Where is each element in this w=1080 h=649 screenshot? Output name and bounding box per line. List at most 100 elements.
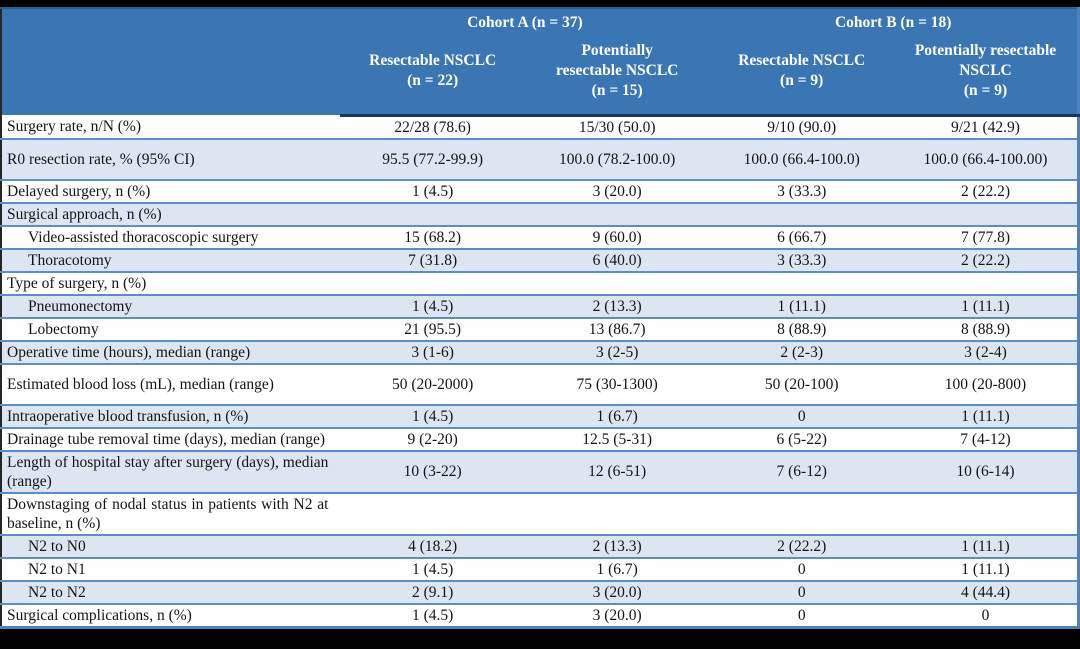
value-cell: 21 (95.5) [340, 317, 525, 342]
value-cell [524, 271, 710, 296]
value-cell [340, 271, 525, 296]
value-cell: 2 (2-3) [709, 340, 894, 365]
value-cell: 3 (20.0) [524, 580, 710, 605]
value-cell: 0 [709, 580, 894, 605]
value-cell: 1 (6.7) [524, 404, 710, 429]
column-header-potentially-resectable-a: Potentially resectable NSCLC (n = 15) [524, 35, 710, 117]
value-cell: 0 [709, 557, 894, 582]
row-label-cell: Drainage tube removal time (days), media… [1, 427, 341, 452]
value-cell [340, 492, 525, 536]
table-row: Video-assisted thoracoscopic surgery 15 (… [1, 225, 1079, 250]
value-cell: 1 (11.1) [893, 557, 1079, 582]
page-frame: Cohort A (n = 37) Cohort B (n = 18) Rese… [0, 6, 1080, 629]
value-cell: 7 (77.8) [893, 225, 1079, 250]
row-label-cell: Surgical approach, n (%) [1, 202, 341, 227]
value-cell: 2 (22.2) [893, 179, 1079, 204]
value-cell: 1 (4.5) [340, 404, 525, 429]
cohort-a-header: Cohort A (n = 37) [340, 6, 710, 36]
value-cell: 7 (4-12) [893, 427, 1079, 452]
value-cell [893, 492, 1079, 536]
value-cell: 9 (60.0) [524, 225, 710, 250]
value-cell: 3 (33.3) [709, 248, 894, 273]
column-header-resectable-b: Resectable NSCLC (n = 9) [709, 35, 894, 117]
value-cell: 3 (2-4) [893, 340, 1079, 365]
row-label-cell: Delayed surgery, n (%) [1, 179, 341, 204]
value-cell: 12 (6-51) [524, 450, 710, 494]
value-cell: 2 (13.3) [524, 294, 710, 319]
header-blank-cell [1, 6, 341, 116]
table-row: Estimated blood loss (mL), median (range… [1, 363, 1079, 406]
column-header-potentially-resectable-b: Potentially resectable NSCLC (n = 9) [893, 35, 1079, 117]
value-cell: 10 (3-22) [340, 450, 525, 494]
table-row: Surgical approach, n (%) [1, 202, 1079, 227]
row-label-cell: Length of hospital stay after surgery (d… [1, 450, 341, 494]
value-cell: 75 (30-1300) [524, 363, 710, 406]
value-cell: 3 (20.0) [524, 603, 710, 629]
value-cell: 1 (11.1) [893, 404, 1079, 429]
value-cell: 8 (88.9) [709, 317, 894, 342]
table-row: Thoracotomy 7 (31.8) 6 (40.0) 3 (33.3) 2 (22… [1, 248, 1079, 273]
table-row: N2 to N1 1 (4.5) 1 (6.7) 0 1 (11.1) [1, 557, 1079, 582]
value-cell: 1 (4.5) [340, 603, 525, 629]
table-row: N2 to N2 2 (9.1) 3 (20.0) 0 4 (44.4) [1, 580, 1079, 605]
value-cell [709, 271, 894, 296]
value-cell: 9 (2-20) [340, 427, 525, 452]
row-label-cell: N2 to N1 [1, 557, 341, 582]
row-label-cell: Intraoperative blood transfusion, n (%) [1, 404, 341, 429]
value-cell: 1 (11.1) [709, 294, 894, 319]
cohort-b-header: Cohort B (n = 18) [709, 6, 1079, 36]
value-cell [709, 202, 894, 227]
value-cell: 100 (20-800) [893, 363, 1079, 406]
table-row: Intraoperative blood transfusion, n (%) 1… [1, 404, 1079, 429]
value-cell: 1 (4.5) [340, 557, 525, 582]
table-row: R0 resection rate, % (95% CI) 95.5 (77.2-… [1, 138, 1079, 181]
value-cell: 2 (22.2) [893, 248, 1079, 273]
value-cell: 1 (4.5) [340, 294, 525, 319]
row-label-cell: Surgery rate, n/N (%) [1, 115, 341, 140]
value-cell: 3 (1-6) [340, 340, 525, 365]
row-label-cell: N2 to N0 [1, 534, 341, 559]
value-cell: 10 (6-14) [893, 450, 1079, 494]
table-row: Lobectomy 21 (95.5) 13 (86.7) 8 (88.9) 8 (88… [1, 317, 1079, 342]
table-row: Drainage tube removal time (days), media… [1, 427, 1079, 452]
value-cell: 3 (2-5) [524, 340, 710, 365]
value-cell: 7 (6-12) [709, 450, 894, 494]
value-cell: 0 [893, 603, 1079, 629]
value-cell: 22/28 (78.6) [340, 115, 525, 140]
value-cell: 8 (88.9) [893, 317, 1079, 342]
row-label-cell: Operative time (hours), median (range) [1, 340, 341, 365]
row-label-cell: Video-assisted thoracoscopic surgery [1, 225, 341, 250]
table-row: Length of hospital stay after surgery (d… [1, 450, 1079, 494]
table-row: N2 to N0 4 (18.2) 2 (13.3) 2 (22.2) 1 (11.1) [1, 534, 1079, 559]
table-row: Downstaging of nodal status in patients … [1, 492, 1079, 536]
table-row: Pneumonectomy 1 (4.5) 2 (13.3) 1 (11.1) 1 (1… [1, 294, 1079, 319]
value-cell [524, 492, 710, 536]
cohort-header-row: Cohort A (n = 37) Cohort B (n = 18) [1, 6, 1079, 116]
row-label-cell: Surgical complications, n (%) [1, 603, 341, 629]
value-cell: 3 (33.3) [709, 179, 894, 204]
row-label-cell: Pneumonectomy [1, 294, 341, 319]
value-cell: 1 (6.7) [524, 557, 710, 582]
value-cell: 2 (13.3) [524, 534, 710, 559]
value-cell [709, 492, 894, 536]
value-cell: 6 (66.7) [709, 225, 894, 250]
table-row: Type of surgery, n (%) [1, 271, 1079, 296]
value-cell: 3 (20.0) [524, 179, 710, 204]
value-cell: 15/30 (50.0) [524, 115, 710, 140]
value-cell: 7 (31.8) [340, 248, 525, 273]
table-row: Surgery rate, n/N (%) 22/28 (78.6) 15/30 (… [1, 115, 1079, 140]
value-cell: 6 (40.0) [524, 248, 710, 273]
value-cell: 100.0 (66.4-100.00) [893, 138, 1079, 181]
row-label-cell: R0 resection rate, % (95% CI) [1, 138, 341, 181]
value-cell: 100.0 (66.4-100.0) [709, 138, 894, 181]
value-cell: 2 (9.1) [340, 580, 525, 605]
value-cell: 50 (20-100) [709, 363, 894, 406]
table-row: Delayed surgery, n (%) 1 (4.5) 3 (20.0) 3 (… [1, 179, 1079, 204]
value-cell: 13 (86.7) [524, 317, 710, 342]
value-cell [893, 271, 1079, 296]
table-body: Surgery rate, n/N (%) 22/28 (78.6) 15/30 (… [1, 115, 1079, 629]
value-cell: 100.0 (78.2-100.0) [524, 138, 710, 181]
value-cell: 50 (20-2000) [340, 363, 525, 406]
value-cell: 1 (11.1) [893, 294, 1079, 319]
value-cell [340, 202, 525, 227]
